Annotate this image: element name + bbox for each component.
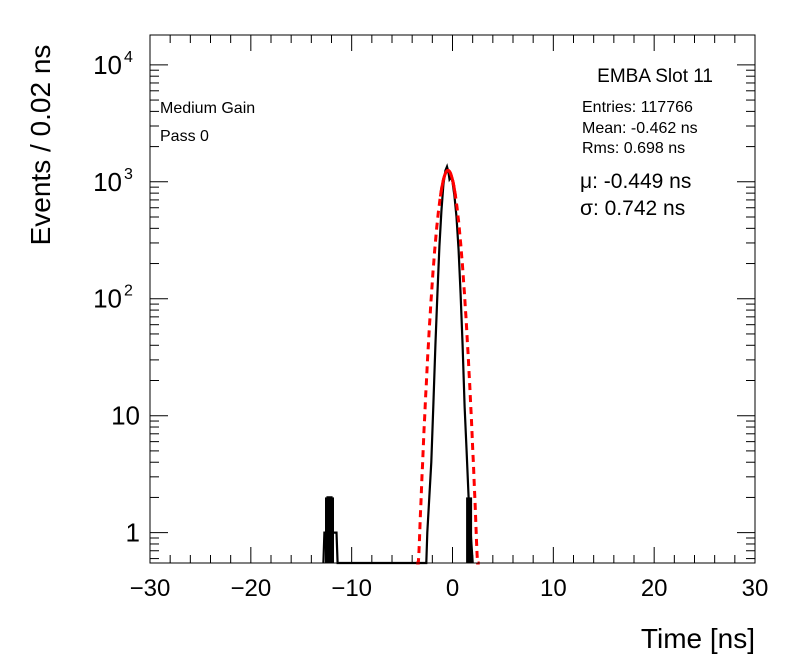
histogram-line [322, 163, 474, 565]
x-tick-label: 30 [742, 575, 769, 602]
gain-label: Medium Gain [160, 100, 255, 117]
fit-mu: μ: -0.449 ns [580, 170, 691, 193]
x-tick-label: −20 [230, 575, 271, 602]
x-tick-label: 10 [540, 575, 567, 602]
x-axis-label: Time [ns] [641, 623, 755, 654]
entries-stat: Entries: 117766 [582, 99, 693, 116]
y-tick-label: 1 [126, 518, 140, 548]
y-tick-label: 10 [93, 167, 122, 197]
rms-stat: Rms: 0.698 ns [582, 140, 685, 157]
y-tick-label: 10 [93, 50, 122, 80]
y-tick-exponent: 2 [124, 283, 133, 300]
mean-stat: Mean: -0.462 ns [582, 120, 698, 137]
pass-label: Pass 0 [160, 128, 209, 145]
x-tick-label: −10 [331, 575, 372, 602]
y-tick-exponent: 4 [124, 49, 133, 66]
x-tick-label: 20 [641, 575, 668, 602]
fit-curve-solid [438, 169, 457, 197]
x-tick-label: −30 [130, 575, 171, 602]
histogram-spike [328, 497, 334, 563]
fit-sigma: σ: 0.742 ns [580, 197, 685, 220]
y-axis-label: Events / 0.02 ns [25, 45, 56, 246]
chart-title: EMBA Slot 11 [597, 66, 713, 87]
histogram-spike [466, 497, 473, 563]
plot-area [322, 163, 480, 565]
y-tick-exponent: 3 [124, 166, 133, 183]
y-tick-label: 10 [93, 284, 122, 314]
y-tick-label: 10 [111, 401, 140, 431]
x-tick-label: 0 [446, 575, 459, 602]
